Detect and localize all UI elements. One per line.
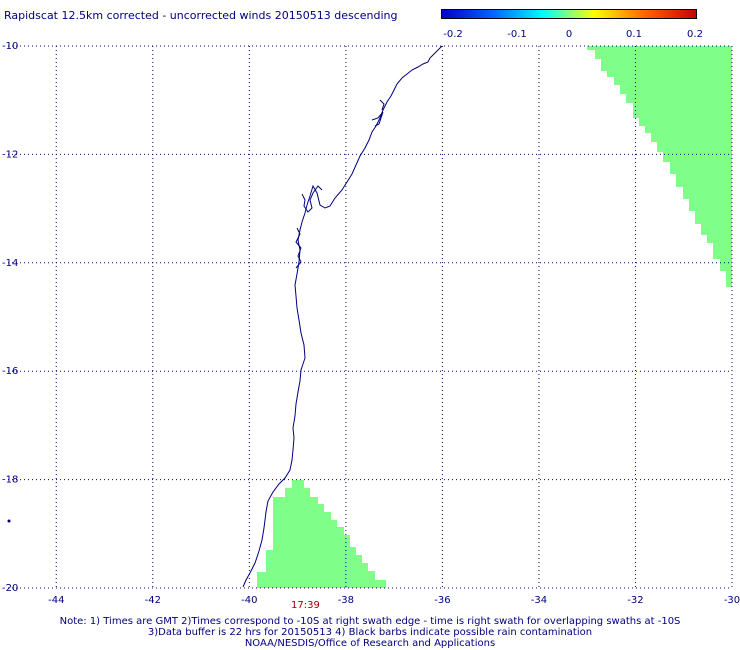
note-line: NOAA/NESDIS/Office of Research and Appli… — [244, 638, 496, 649]
x-tick-label: -36 — [434, 595, 450, 606]
x-tick-label: -42 — [145, 595, 161, 606]
note-line: 3)Data buffer is 22 hrs for 20150513 4) … — [147, 627, 593, 638]
y-tick-label: -18 — [2, 475, 18, 486]
coastline — [242, 45, 443, 588]
color-scale-label: -0.2 — [443, 29, 463, 40]
color-scale-bar — [441, 9, 697, 19]
y-tick-label: -14 — [2, 258, 18, 269]
y-tick-label: -16 — [2, 366, 18, 377]
x-tick-label: -32 — [627, 595, 643, 606]
swath-time-label: 17:39 — [291, 600, 320, 611]
island-marker — [7, 519, 11, 523]
color-scale-label: 0.1 — [626, 29, 642, 40]
x-tick-label: -44 — [48, 595, 64, 606]
x-tick-label: -34 — [531, 595, 547, 606]
grid-lines — [8, 45, 733, 589]
color-scale-legend: -0.2 -0.1 0 0.1 0.2 — [441, 9, 703, 40]
axis-labels: -44 -42 -40 -38 -36 -34 -32 -30 -10 -12 -14 -16 -18 -… — [2, 41, 740, 606]
x-tick-label: -30 — [724, 595, 740, 606]
x-tick-label: -40 — [241, 595, 257, 606]
color-scale-label: 0 — [565, 29, 573, 40]
coastline-detail — [295, 99, 385, 269]
x-tick-label: -38 — [338, 595, 354, 606]
color-scale-label: -0.1 — [507, 29, 527, 40]
swath-coverage-northeast — [587, 46, 732, 287]
y-tick-label: -20 — [2, 583, 18, 594]
swath-coverage-south — [257, 480, 386, 588]
notes-block: Note: 1) Times are GMT 2)Times correspon… — [0, 616, 740, 649]
y-tick-label: -10 — [2, 41, 18, 52]
note-line: Note: 1) Times are GMT 2)Times correspon… — [59, 616, 681, 627]
y-tick-label: -12 — [2, 149, 18, 160]
color-scale-label: 0.2 — [687, 29, 703, 40]
map-title: Rapidscat 12.5km corrected - uncorrected… — [4, 9, 398, 22]
